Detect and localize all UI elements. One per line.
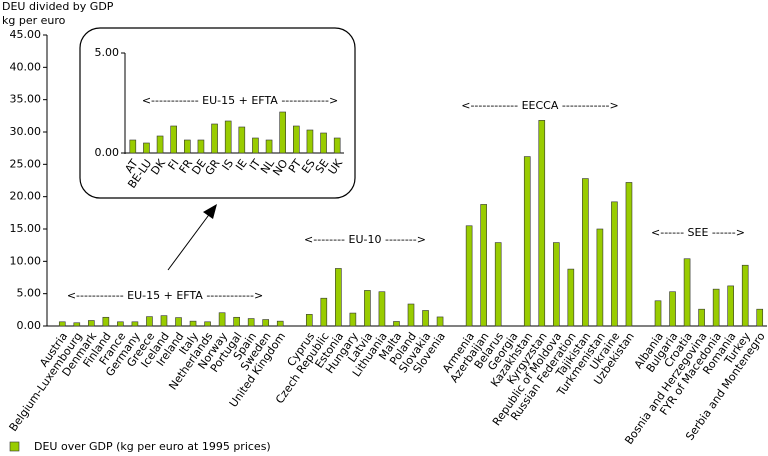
bar — [129, 139, 137, 154]
y-tick-label: 0.00 — [17, 319, 42, 332]
x-tick-label: PT — [286, 157, 304, 176]
bar — [582, 178, 589, 327]
bar — [567, 268, 575, 327]
bar — [265, 139, 273, 154]
bar — [698, 308, 705, 327]
bar — [170, 125, 177, 154]
bar — [238, 126, 246, 154]
bar — [58, 321, 66, 327]
bar — [669, 291, 676, 327]
bar — [553, 242, 560, 327]
bar — [683, 258, 691, 327]
y-tick-label: 0.00 — [95, 146, 120, 159]
bar — [156, 135, 164, 154]
y-tick-label: 15.00 — [10, 222, 42, 235]
group-annotation: <------------ EECCA ------------> — [461, 99, 618, 112]
bar — [224, 120, 232, 154]
bar — [625, 182, 633, 327]
legend-label: DEU over GDP (kg per euro at 1995 prices… — [34, 440, 271, 453]
bar — [204, 321, 211, 327]
bar — [538, 120, 546, 327]
y-axis-title: DEU divided by GDP — [2, 0, 114, 13]
x-tick-label: Belgium-Luxembourg — [7, 330, 85, 434]
bar — [364, 290, 371, 327]
bar — [252, 137, 259, 154]
group-annotation: <-------- EU-10 --------> — [304, 233, 426, 246]
bar — [320, 132, 327, 154]
bar — [333, 137, 341, 154]
bar — [175, 317, 182, 327]
bar — [335, 268, 342, 327]
arrow-head — [203, 204, 217, 219]
bar — [712, 288, 720, 327]
y-tick-label: 30.00 — [10, 125, 42, 138]
bar — [378, 291, 386, 327]
bar — [306, 129, 314, 154]
bar — [305, 314, 313, 327]
bar — [407, 303, 415, 327]
y-tick-label: 40.00 — [10, 60, 42, 73]
bar — [146, 316, 153, 327]
bar — [596, 228, 604, 327]
legend-swatch — [9, 441, 20, 452]
y-tick-label: 5.00 — [17, 287, 42, 300]
bar — [184, 139, 191, 154]
bar — [73, 322, 81, 327]
group-annotation: <------------ EU-15 + EFTA ------------> — [142, 94, 338, 107]
bar — [349, 312, 357, 327]
y-axis-title: kg per euro — [2, 14, 66, 27]
bar — [247, 318, 255, 327]
y-tick-label: 5.00 — [95, 46, 120, 59]
bar — [654, 300, 662, 327]
y-tick-label: 45.00 — [10, 28, 42, 41]
bar — [131, 321, 139, 327]
bar — [160, 315, 168, 327]
y-tick-label: 35.00 — [10, 93, 42, 106]
bar — [218, 312, 226, 327]
bar — [293, 125, 300, 154]
bar — [197, 139, 205, 154]
bar — [233, 316, 240, 327]
bar — [279, 111, 286, 154]
bar — [393, 321, 400, 327]
bar — [727, 285, 734, 327]
y-tick-label: 10.00 — [10, 254, 42, 267]
y-tick-label: 20.00 — [10, 190, 42, 203]
y-tick-label: 25.00 — [10, 157, 42, 170]
inset-frame — [79, 27, 356, 199]
bar — [189, 320, 197, 327]
bar — [102, 316, 110, 327]
bar — [276, 320, 284, 327]
x-tick-label: AT — [122, 157, 140, 176]
bar — [523, 156, 531, 327]
bar — [320, 297, 328, 327]
bar — [494, 242, 502, 327]
bar — [756, 308, 764, 327]
bar — [262, 319, 269, 327]
group-annotation: <------------ EU-15 + EFTA ------------> — [67, 289, 263, 302]
bar — [143, 142, 150, 154]
bar — [211, 123, 218, 154]
bar — [436, 316, 444, 327]
bar — [480, 204, 487, 327]
bar — [88, 320, 95, 327]
arrow-shaft — [167, 211, 212, 271]
bar — [465, 225, 473, 327]
group-annotation: <------ SEE ------> — [651, 226, 745, 239]
bar — [611, 201, 618, 327]
bar — [422, 310, 429, 327]
bar — [741, 264, 749, 327]
bar — [117, 321, 124, 327]
